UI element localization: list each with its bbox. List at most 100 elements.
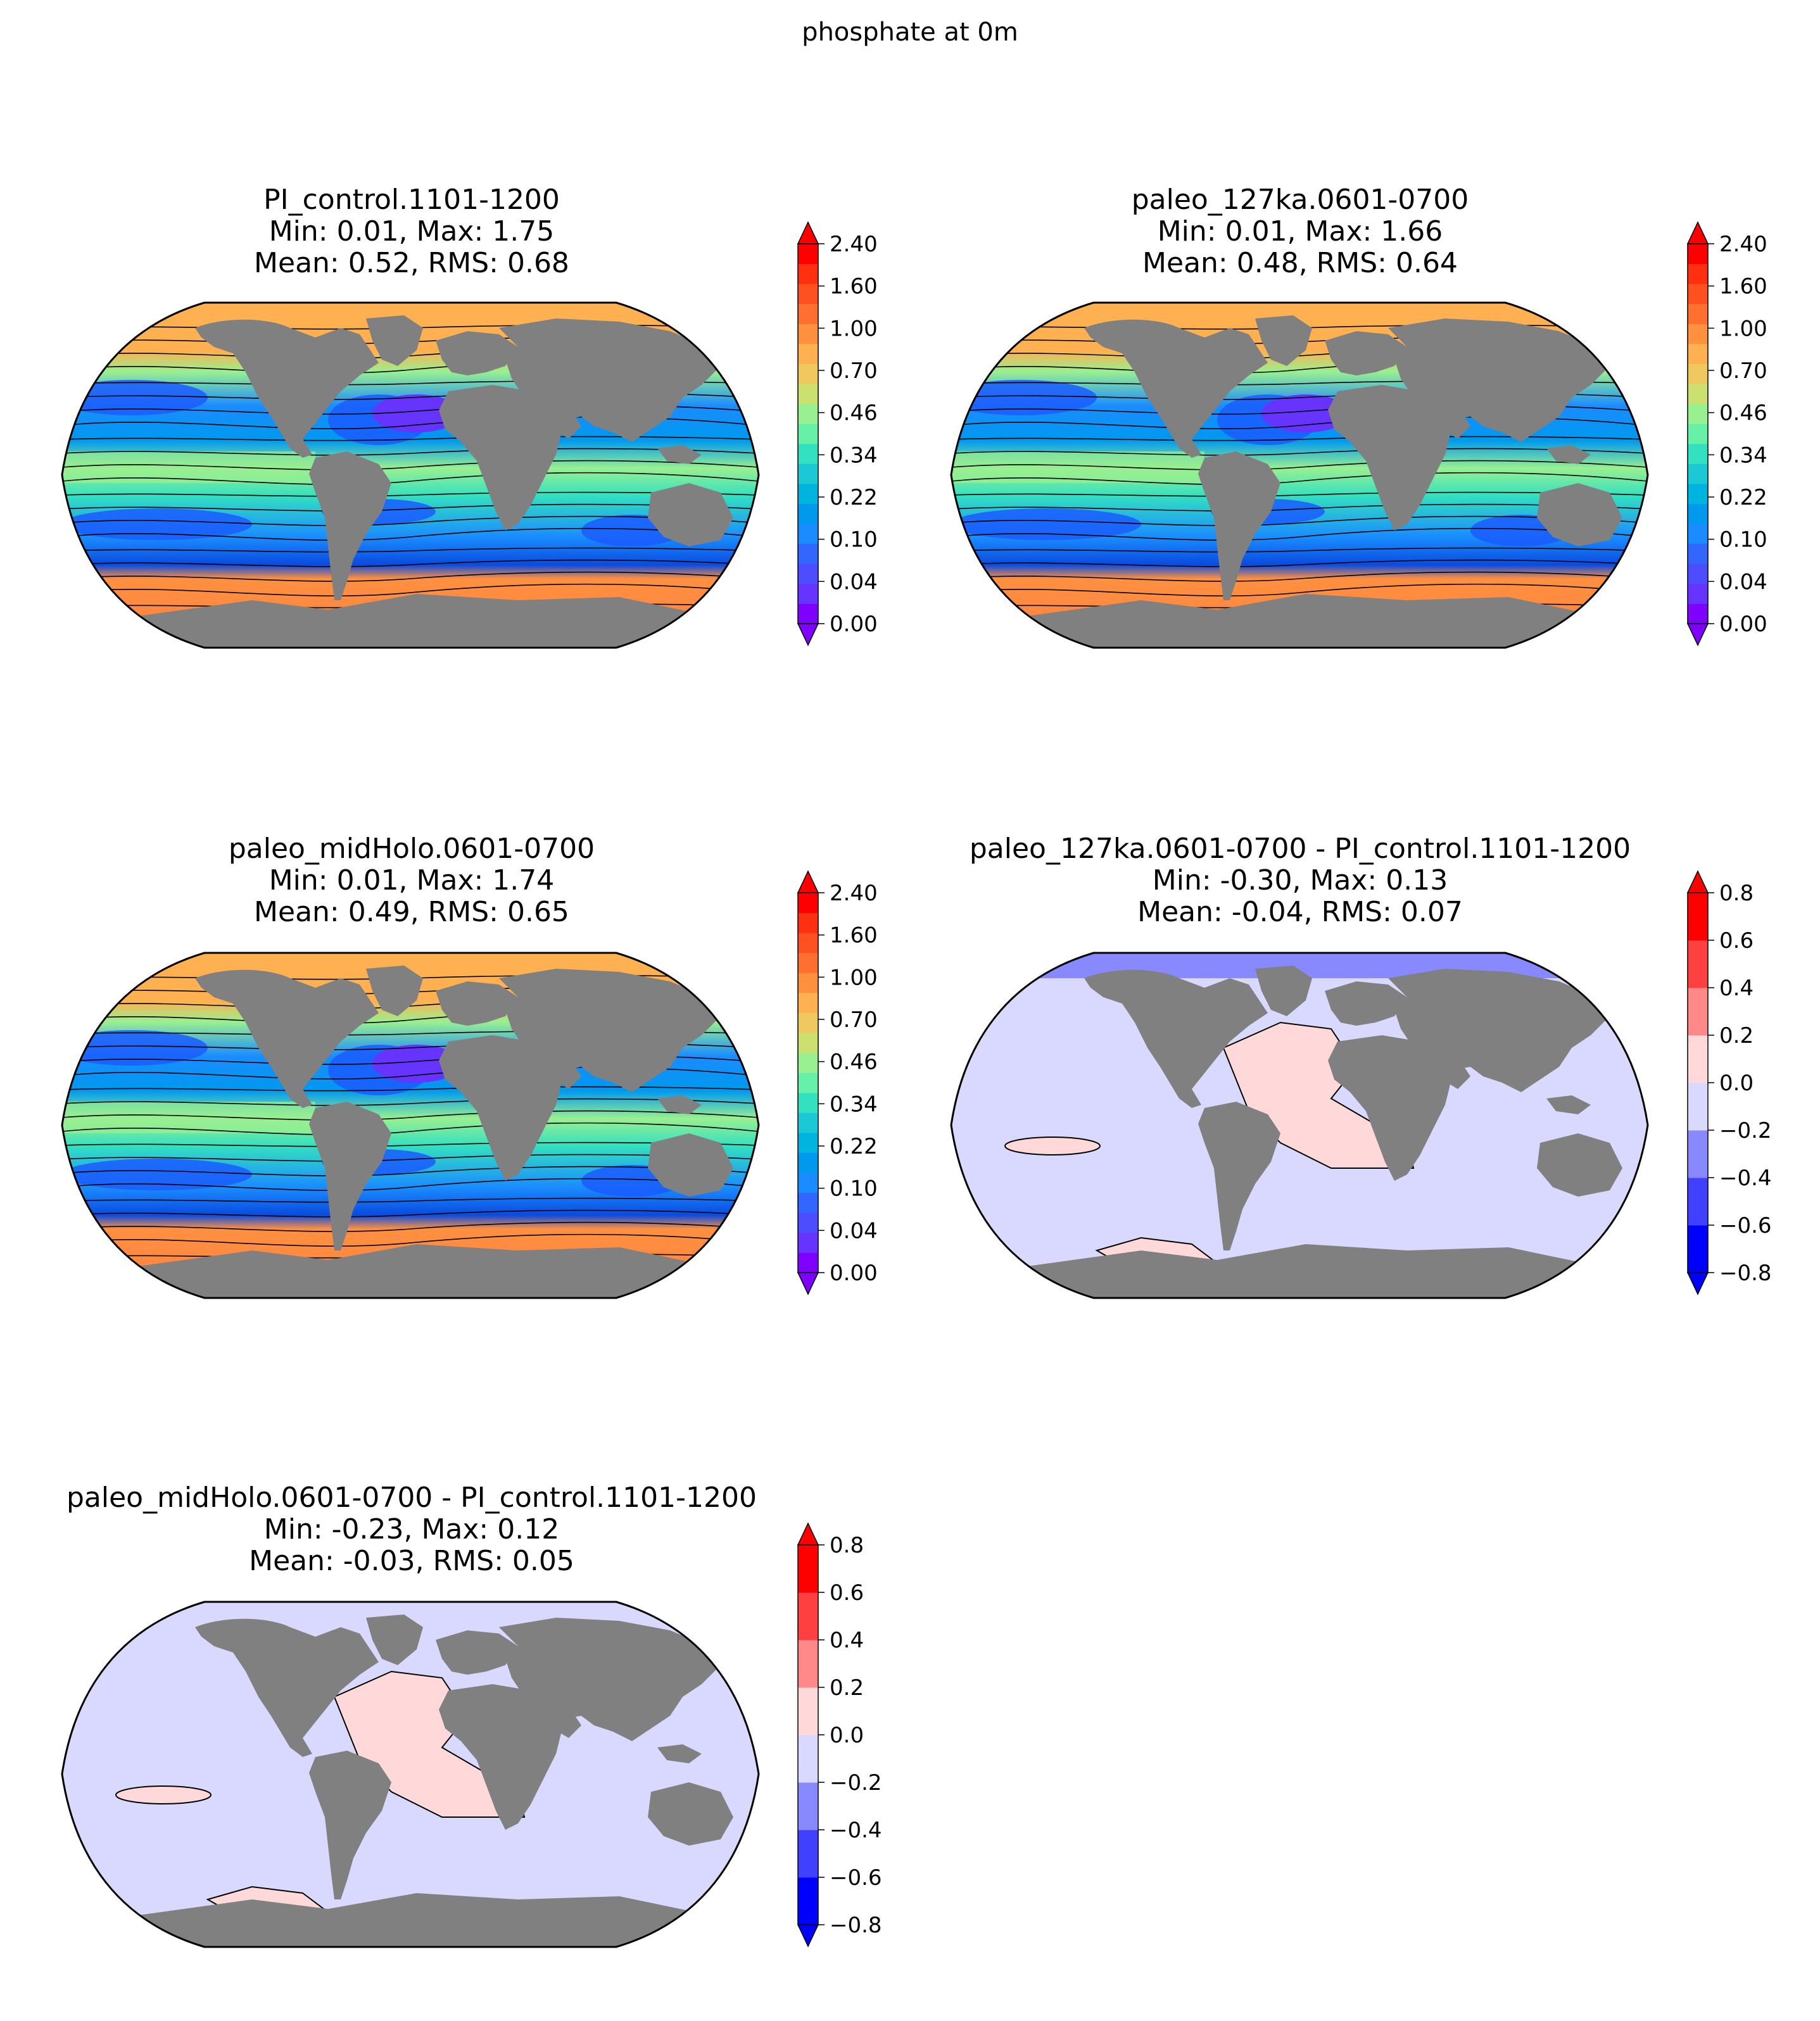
colorbar-segment [798,1877,818,1925]
colorbar-tick-label: 0.46 [830,401,878,426]
colorbar-segment [798,263,818,284]
colorbar-segment [798,1173,818,1193]
map-outline [61,952,760,1299]
colorbar-segment [1688,303,1708,324]
contour-line [62,1122,759,1135]
contour-line [951,527,1648,541]
colorbar-segment [798,463,818,484]
colorbar-segment [1688,1130,1708,1178]
colorbar-segment [1688,363,1708,384]
colorbar-frame [797,892,819,1273]
contour-line [951,472,1648,485]
colorbar-tick-label: 0.22 [830,485,878,510]
colorbar-segment [798,603,818,624]
contour-line [62,571,759,582]
map-paleo-midholo [61,952,760,1299]
colorbar-diff-midholo: −0.8 −0.6 −0.4 −0.2 0.0 0.2 0.4 0.6 0.8 [797,1522,882,1948]
panel-diff-midholo: paleo_midHolo.0601-0700 - PI_control.110… [61,1482,882,1948]
colorbar-segment [798,933,818,954]
contour-line [62,1233,759,1247]
contour-line [951,460,1648,470]
colorbar-tick-label: 0.6 [1719,928,1754,954]
colorbar-tick-label: 0.70 [830,1007,878,1033]
colorbar-extend-min [1686,623,1709,646]
contour-line [62,448,759,456]
map-outline [61,301,760,649]
colorbar-segment [798,992,818,1013]
colorbar-segment [1688,483,1708,505]
colorbar-tick-label: 0.22 [830,1134,878,1159]
colorbar-segment [798,324,818,344]
colorbar-segment [798,1252,818,1273]
colorbar-segment [798,1545,818,1593]
contour-line [62,1209,759,1218]
map-diff-midholo [61,1601,760,1948]
contour-line [62,1221,759,1232]
colorbar-segment [1688,263,1708,284]
colorbar-segment [798,284,818,305]
contour-line [62,1178,759,1191]
colorbar-segment [798,1033,818,1054]
contour-line [951,583,1648,596]
contour-line [951,436,1648,441]
colorbar-tick-label: 1.00 [1719,316,1767,341]
colorbar-tick-label: 0.00 [830,1261,878,1286]
panel-title-line: Min: 0.01, Max: 1.66 [1158,215,1443,248]
colorbar-segment [798,403,818,424]
colorbar-tick-label: 1.00 [830,965,878,990]
colorbar-segment [798,1782,818,1830]
colorbar-tick-label: 0.46 [1719,401,1767,426]
colorbar-segment [798,503,818,524]
colorbar-segment [1688,603,1708,624]
contour-line [62,527,759,541]
contour-line [62,1098,759,1106]
colorbar-segment [1688,324,1708,344]
panel-title-line: Mean: 0.52, RMS: 0.68 [254,247,569,279]
contour-line [951,448,1648,456]
colorbar-extend-max [797,221,819,244]
colorbar-tick-label: −0.4 [1719,1166,1772,1191]
colorbar-segment [798,1687,818,1735]
gyre-patch [62,1159,252,1190]
colorbar-segment [798,1830,818,1878]
contour-line [62,472,759,485]
panel-title-line: Mean: 0.49, RMS: 0.65 [254,896,569,928]
map-outline [950,952,1649,1299]
colorbar-segment [798,1012,818,1033]
panel-title-line: paleo_midHolo.0601-0700 [229,833,595,865]
colorbar-segment [1688,543,1708,564]
colorbar-segment [798,303,818,324]
colorbar-tick-label: −0.8 [830,1913,882,1938]
colorbar-segment [798,543,818,564]
panel-title-line: paleo_127ka.0601-0700 [1132,184,1469,216]
contour-line [62,491,759,497]
colorbar-tick-label: 0.04 [1719,569,1767,595]
panel-title-line: Mean: 0.48, RMS: 0.64 [1142,247,1458,279]
colorbar-extend-min [797,623,819,646]
colorbar-tick-label: 0.0 [830,1723,864,1748]
colorbar-segment [798,1592,818,1640]
colorbar-segment [1688,893,1708,941]
colorbar-segment [798,1192,818,1213]
gyre-patch [62,1030,208,1066]
colorbar-segment [1688,1035,1708,1083]
contour-line [62,460,759,470]
colorbar-segment [798,1735,818,1783]
contour-line [62,583,759,596]
panel-title-line: Min: -0.30, Max: 0.13 [1153,864,1448,897]
contour-line [951,491,1648,497]
colorbar-tick-label: 1.60 [1719,274,1767,299]
colorbar-segment [798,424,818,444]
colorbar-segment [1688,403,1708,424]
colorbar-tick-label: −0.2 [1719,1118,1772,1143]
colorbar-extend-max [1686,221,1709,244]
colorbar-tick-label: 0.4 [830,1628,864,1653]
gyre-patch [62,380,208,415]
colorbar-segment [798,1640,818,1688]
colorbar-segment [798,952,818,973]
colorbar-tick-label: 2.40 [830,232,878,257]
colorbar-tick-label: 0.70 [1719,358,1767,384]
colorbar-tick-label: 0.0 [1719,1071,1754,1096]
